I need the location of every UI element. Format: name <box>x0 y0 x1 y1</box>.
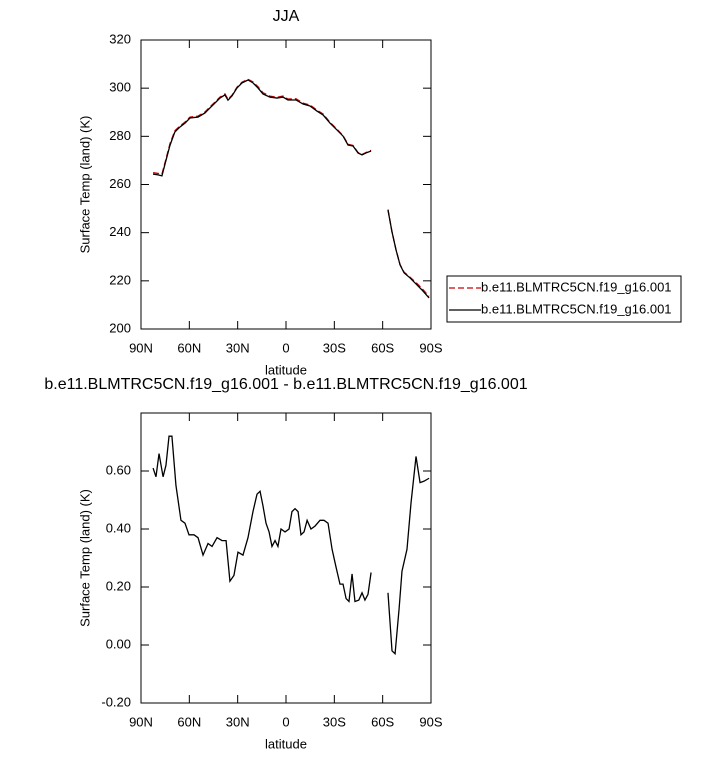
plot-frame <box>140 39 432 330</box>
legend-label: b.e11.BLMTRC5CN.f19_g16.001 <box>481 301 672 316</box>
x-tick-label: 30S <box>323 340 346 355</box>
y-tick-label: 240 <box>109 224 131 239</box>
x-tick-label: 90N <box>129 714 153 729</box>
x-tick-label: 0 <box>282 714 289 729</box>
plot-frame <box>140 412 432 704</box>
y-tick-label: 280 <box>109 128 131 143</box>
y-tick-label: -0.20 <box>101 694 131 709</box>
y-tick-label: 0.00 <box>106 636 131 651</box>
y-axis-label: Surface Temp (land) (K) <box>77 489 92 627</box>
x-tick-label: 30S <box>323 714 346 729</box>
chart-title: b.e11.BLMTRC5CN.f19_g16.001 - b.e11.BLMT… <box>44 376 527 393</box>
y-tick-label: 300 <box>109 80 131 95</box>
x-axis-label: latitude <box>265 362 307 377</box>
data-line <box>152 435 430 656</box>
x-tick-label: 60N <box>177 340 201 355</box>
data-line <box>152 79 430 299</box>
x-tick-label: 30N <box>226 340 250 355</box>
y-tick-label: 0.40 <box>106 520 131 535</box>
y-tick-label: 0.60 <box>106 462 131 477</box>
y-tick-label: 0.20 <box>106 578 131 593</box>
y-axis-label: Surface Temp (land) (K) <box>77 116 92 254</box>
y-tick-label: 260 <box>109 176 131 191</box>
x-tick-label: 0 <box>282 340 289 355</box>
x-tick-label: 30N <box>226 714 250 729</box>
x-tick-label: 60S <box>371 714 394 729</box>
y-tick-label: 200 <box>109 320 131 335</box>
x-tick-label: 90S <box>419 340 442 355</box>
data-line <box>152 78 430 297</box>
x-tick-label: 60S <box>371 340 394 355</box>
legend-label: b.e11.BLMTRC5CN.f19_g16.001 <box>481 279 672 294</box>
legend-box <box>446 275 682 323</box>
x-tick-label: 90N <box>129 340 153 355</box>
x-axis-label: latitude <box>265 736 307 751</box>
x-tick-label: 60N <box>177 714 201 729</box>
y-tick-label: 220 <box>109 272 131 287</box>
y-tick-label: 320 <box>109 31 131 46</box>
chart-title: JJA <box>273 8 300 25</box>
x-tick-label: 90S <box>419 714 442 729</box>
